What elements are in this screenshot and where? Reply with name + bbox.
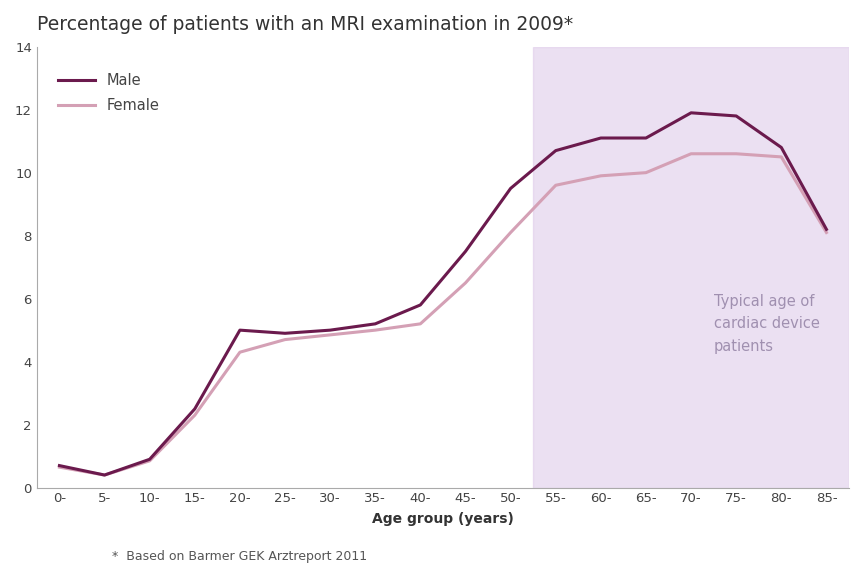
Bar [533,47,849,488]
Text: Percentage of patients with an MRI examination in 2009*: Percentage of patients with an MRI exami… [37,15,573,34]
Text: *  Based on Barmer GEK Arztreport 2011: * Based on Barmer GEK Arztreport 2011 [112,550,367,563]
Legend: Male, Female: Male, Female [53,67,165,119]
X-axis label: Age group (years): Age group (years) [372,513,514,526]
Text: Typical age of
cardiac device
patients: Typical age of cardiac device patients [714,294,820,354]
